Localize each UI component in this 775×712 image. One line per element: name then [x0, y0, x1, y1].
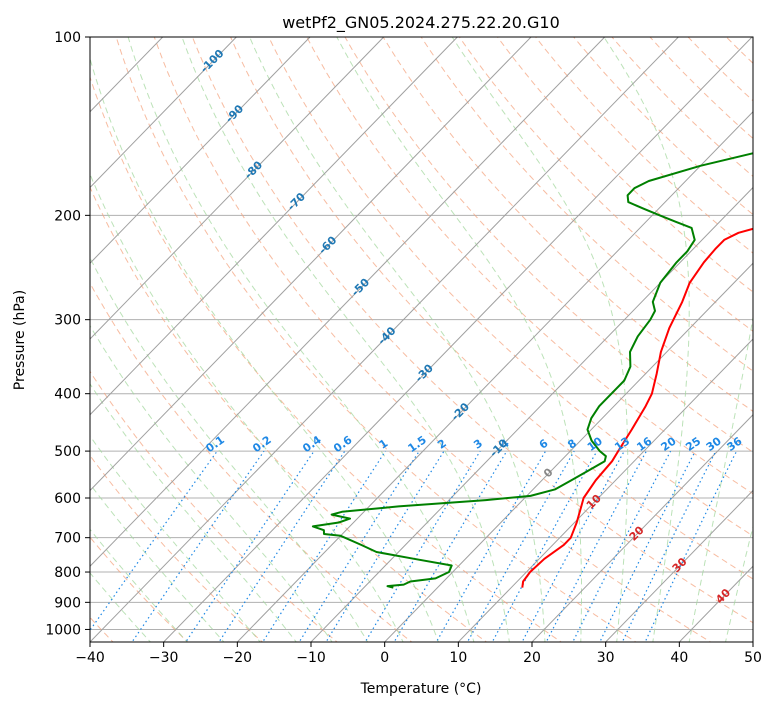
- x-tick-label: 40: [670, 650, 688, 666]
- x-axis-label: Temperature (°C): [360, 681, 482, 697]
- x-tick-label: −20: [223, 650, 253, 666]
- x-tick-label: 50: [744, 650, 762, 666]
- x-tick-label: 0: [380, 650, 389, 666]
- x-tick-label: −40: [75, 650, 105, 666]
- y-tick-label: 400: [54, 387, 81, 403]
- y-tick-label: 500: [54, 444, 81, 460]
- y-tick-label: 700: [54, 531, 81, 547]
- chart-title: wetPf2_GN05.2024.275.22.20.G10: [282, 13, 560, 33]
- y-tick-label: 1000: [45, 622, 81, 638]
- y-tick-label: 900: [54, 595, 81, 611]
- y-tick-label: 100: [54, 30, 81, 46]
- x-tick-label: −30: [149, 650, 179, 666]
- y-tick-label: 600: [54, 491, 81, 507]
- x-tick-label: 10: [449, 650, 467, 666]
- y-axis-label: Pressure (hPa): [12, 290, 28, 390]
- x-tick-label: 30: [597, 650, 615, 666]
- y-tick-label: 800: [54, 565, 81, 581]
- y-tick-label: 300: [54, 313, 81, 329]
- x-tick-label: −10: [296, 650, 326, 666]
- x-tick-label: 20: [523, 650, 541, 666]
- y-tick-label: 200: [54, 208, 81, 224]
